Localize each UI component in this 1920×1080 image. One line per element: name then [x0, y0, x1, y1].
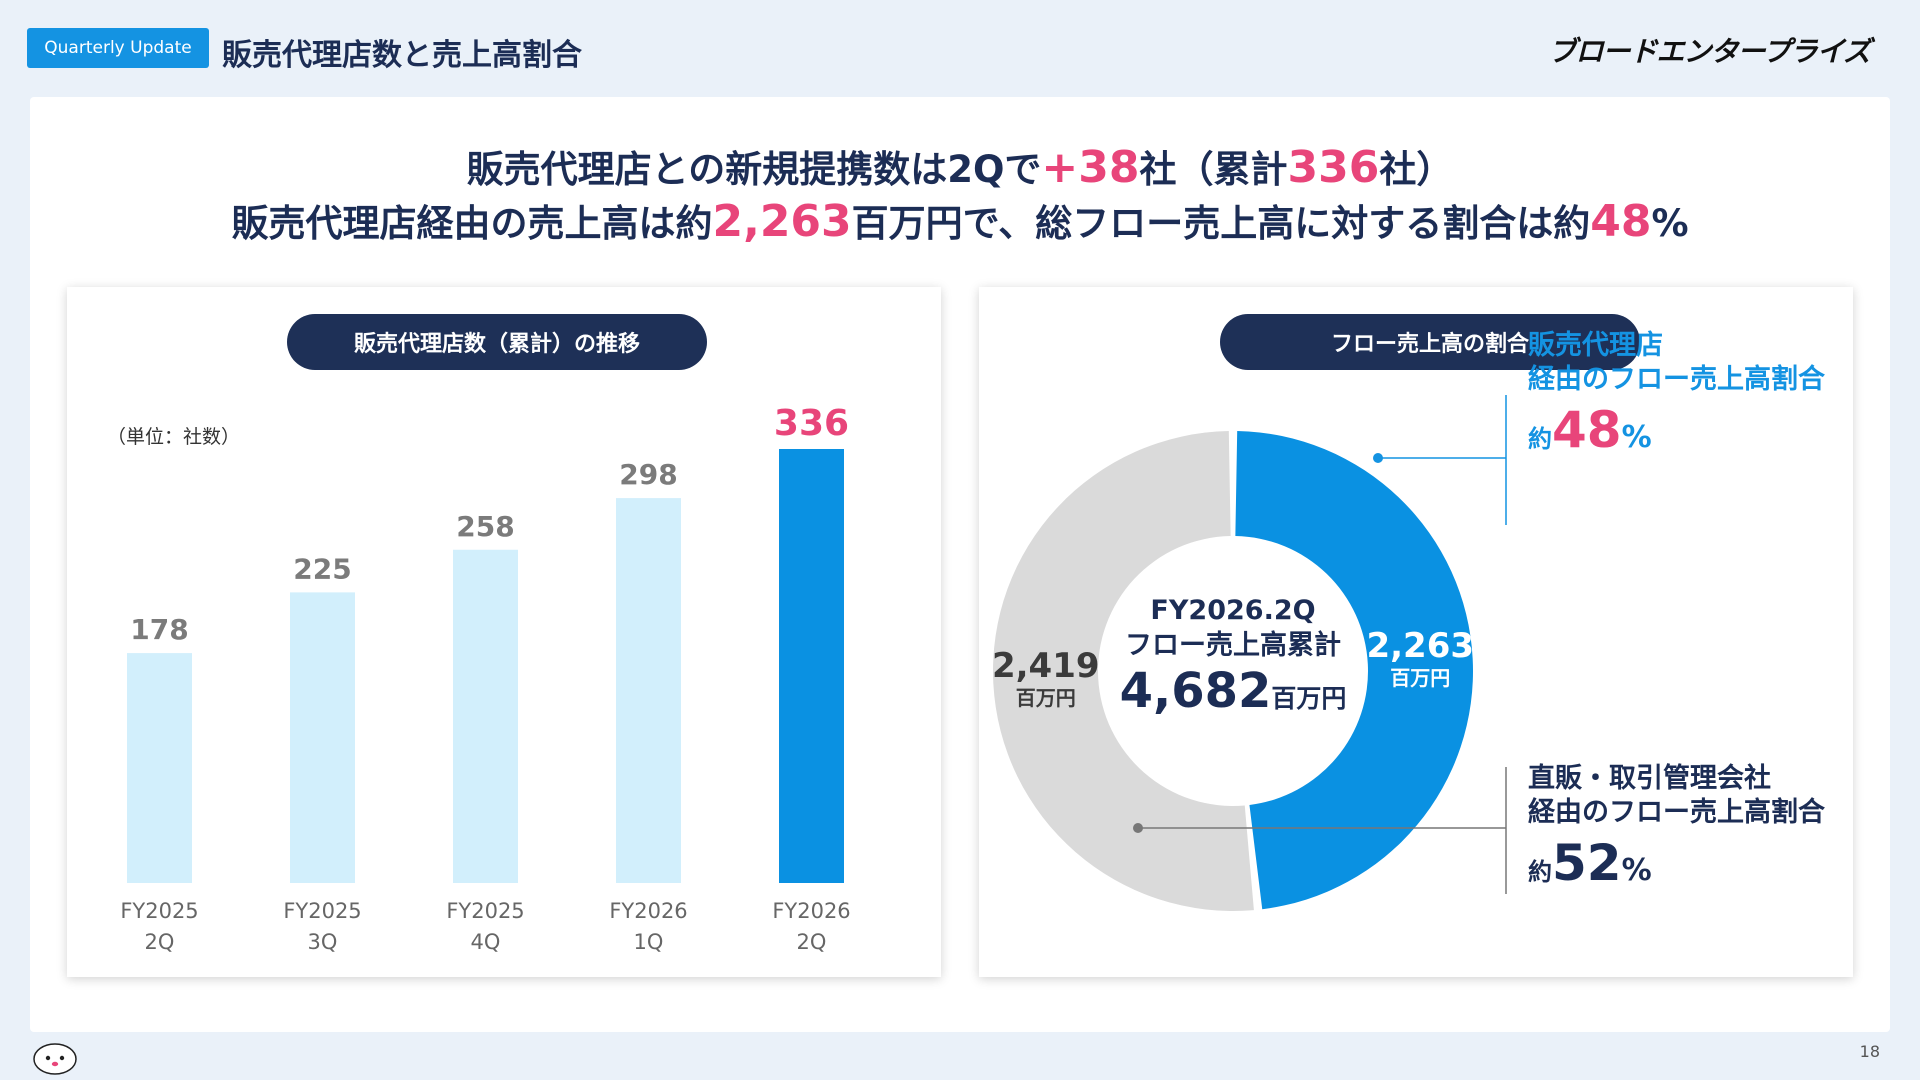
donut-slice	[1235, 431, 1473, 910]
bar-value-label: 258	[456, 510, 514, 543]
bar-category-label: FY2025	[120, 899, 198, 923]
flow-sales-donut-chart: FY2026.2Q フロー売上高累計 4,682百万円 2,263百万円2,41…	[992, 395, 1507, 911]
chart-unit-label: （単位：社数）	[107, 426, 241, 448]
direct-ratio-prefix: 約	[1528, 858, 1552, 886]
direct-ratio-value: 約52%	[1528, 834, 1825, 892]
agency-ratio-number: 48	[1552, 401, 1622, 459]
bar	[779, 449, 844, 883]
headline-text: 百万円で、総フロー売上高に対する割合は約	[851, 202, 1591, 245]
flow-sales-chart-title: フロー売上高の割合	[1220, 314, 1640, 370]
headline-line-1: 販売代理店との新規提携数は2Qで+38社（累計336社）	[0, 142, 1920, 196]
bar-category-label: FY2026	[772, 899, 850, 923]
bar-category-label: 3Q	[308, 930, 338, 954]
headline-text: 販売代理店との新規提携数は2Qで	[466, 148, 1042, 191]
agency-count-chart-title: 販売代理店数（累計）の推移	[287, 314, 707, 370]
donut-center-unit: 百万円	[1271, 684, 1346, 713]
direct-ratio-percent: %	[1621, 853, 1652, 888]
agency-ratio-value: 約48%	[1528, 401, 1825, 459]
company-logo: ブロードエンタープライズ	[1548, 35, 1871, 68]
headline-text: 社（累計	[1139, 148, 1288, 191]
bar-category-label: FY2025	[283, 899, 361, 923]
bar-category-label: 2Q	[145, 930, 175, 954]
bar	[453, 549, 518, 883]
bar-category-label: FY2025	[446, 899, 524, 923]
donut-slice-value: 2,263	[1366, 626, 1474, 666]
quarterly-update-tag: Quarterly Update	[27, 28, 209, 68]
donut-slice-value: 2,419	[992, 646, 1100, 686]
headline-highlight: +38	[1041, 142, 1140, 193]
flow-sales-ratio-card: フロー売上高の割合 FY2026.2Q フロー売上高累計 4,682百万円 2,…	[979, 287, 1853, 977]
donut-center-line2: フロー売上高累計	[1125, 629, 1341, 661]
direct-ratio-label-2: 経由のフロー売上高割合	[1528, 797, 1825, 828]
donut-slice-unit: 百万円	[1390, 666, 1450, 690]
bar-category-label: 2Q	[797, 930, 827, 954]
headline-highlight: 48	[1590, 196, 1652, 247]
direct-ratio-annotation: 直販・取引管理会社 経由のフロー売上高割合 約52%	[1528, 762, 1825, 892]
page-title: 販売代理店数と売上高割合	[222, 38, 582, 73]
donut-slice	[993, 431, 1254, 911]
headline: 販売代理店との新規提携数は2Qで+38社（累計336社） 販売代理店経由の売上高…	[0, 142, 1920, 250]
agency-ratio-annotation: 販売代理店 経由のフロー売上高割合 約48%	[1528, 329, 1825, 459]
agency-count-bar-chart: 178 FY2025 2Q 225 FY2025 3Q 258 FY2025 4Q 298 FY20…	[120, 403, 850, 954]
headline-line-2: 販売代理店経由の売上高は約2,263百万円で、総フロー売上高に対する割合は約48…	[0, 196, 1920, 250]
direct-ratio-number: 52	[1552, 834, 1622, 892]
bar-value-label: 178	[130, 613, 188, 646]
bar-category-label: 4Q	[471, 930, 501, 954]
donut-center-number: 4,682	[1120, 663, 1272, 719]
headline-highlight: 336	[1287, 142, 1380, 193]
mascot-icon	[33, 1043, 77, 1075]
donut-center-line1: FY2026.2Q	[1150, 595, 1315, 626]
donut-slice-unit: 百万円	[1016, 686, 1076, 710]
agency-ratio-label-1: 販売代理店	[1528, 330, 1663, 361]
agency-ratio-percent: %	[1621, 420, 1652, 455]
bar	[290, 592, 355, 883]
bar-value-label: 336	[774, 403, 849, 444]
headline-text: 社）	[1379, 148, 1454, 191]
donut-center-value: 4,682百万円	[1120, 663, 1347, 719]
bar-value-label: 225	[293, 552, 351, 585]
bar-category-label: FY2026	[609, 899, 687, 923]
agency-ratio-prefix: 約	[1528, 425, 1552, 453]
direct-ratio-label-1: 直販・取引管理会社	[1528, 763, 1771, 794]
bar-category-label: 1Q	[634, 930, 664, 954]
headline-highlight: 2,263	[712, 196, 852, 247]
bar	[616, 498, 681, 883]
agency-count-card: 販売代理店数（累計）の推移 （単位：社数） 178 FY2025 2Q 225 FY20…	[67, 287, 941, 977]
bar	[127, 653, 192, 883]
headline-text: %	[1651, 202, 1689, 245]
headline-text: 販売代理店経由の売上高は約	[231, 202, 713, 245]
page-number: 18	[1859, 1042, 1880, 1061]
bar-value-label: 298	[619, 458, 677, 491]
agency-ratio-label-2: 経由のフロー売上高割合	[1528, 364, 1825, 395]
